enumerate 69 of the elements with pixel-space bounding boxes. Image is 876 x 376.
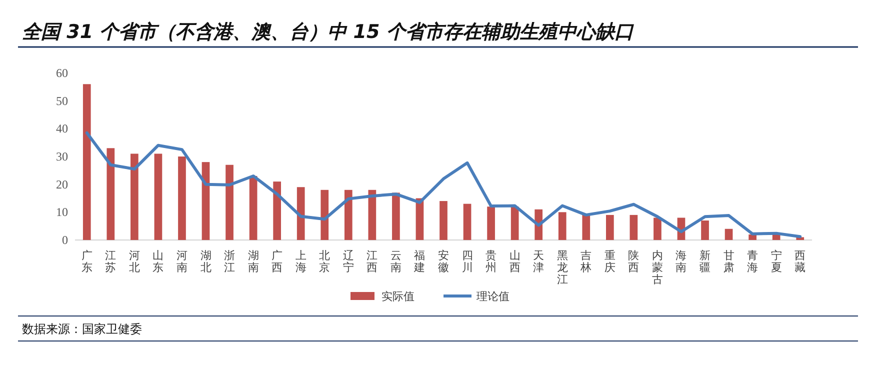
x-tick-label: 贵州 [486,249,497,274]
x-tick-label: 上海 [295,249,306,274]
x-tick-label: 四川 [462,249,473,274]
x-tick-label: 江西 [366,249,378,274]
bar [487,206,495,240]
bar [178,156,186,240]
bar [226,164,234,240]
x-tick-label: 重庆 [604,249,616,274]
x-tick-label: 吉林 [580,249,592,274]
y-tick-label: 60 [56,66,68,80]
chart-title: 全国 31 个省市（不含港、澳、台）中 15 个省市存在辅助生殖中心缺口 [22,21,634,43]
x-tick-label: 山西 [509,249,520,274]
bar [320,190,329,240]
bar [130,154,138,240]
bar [558,212,566,240]
bar [582,214,590,240]
x-tick-label: 安徽 [438,249,449,274]
x-tick-label: 北京 [319,249,330,274]
x-tick-label: 河北 [128,249,140,274]
y-tick-label: 10 [56,205,68,220]
x-tick-label: 新疆 [700,249,711,274]
y-tick-label: 40 [56,122,68,136]
x-tick-label: 天津 [533,249,544,274]
x-tick-label: 青海 [747,249,758,274]
bar [772,234,780,240]
bar [344,190,352,240]
x-tick-label: 云南 [390,249,402,274]
y-tick-label: 30 [56,150,68,164]
bar [273,182,282,240]
x-tick-label: 湖北 [200,249,212,274]
x-tick-label: 海南 [676,249,687,274]
line-series [85,131,802,238]
x-tick-label: 福建 [413,249,426,274]
x-tick-label: 湖南 [248,249,259,274]
x-tick-label: 内蒙古 [652,249,663,286]
y-tick-label: 20 [56,177,68,192]
x-tick-label: 陕西 [628,249,640,274]
x-tick-label: 辽宁 [342,249,354,274]
bar [154,154,162,240]
x-tick-label: 山东 [152,249,164,274]
x-tick-label: 河南 [176,249,188,274]
x-tick-label: 甘肃 [723,249,734,274]
bar [630,214,638,240]
bar [701,220,709,240]
x-tick-label: 广西 [272,249,283,274]
x-tick-label: 黑龙江 [556,249,568,286]
legend-label: 理论值 [476,290,510,303]
bar [510,206,519,240]
bar [82,84,91,240]
x-tick-label: 西藏 [794,249,806,274]
source-note: 数据来源：国家卫健委 [22,322,142,336]
bar [249,176,258,240]
x-tick-label: 浙江 [224,249,236,274]
x-tick-label: 广东 [81,249,92,274]
y-tick-label: 0 [62,233,68,247]
legend-label: 实际值 [382,290,414,303]
x-tick-label: 宁夏 [770,249,782,274]
bar [463,204,472,240]
bar [368,190,376,240]
bar [296,187,305,240]
bar [606,214,614,240]
bar [202,162,210,240]
bar [106,148,115,240]
bar [724,228,733,240]
x-tick-label: 江苏 [105,249,116,274]
bar [654,218,662,240]
y-tick-label: 50 [56,94,68,108]
bar [392,192,400,240]
bar [440,201,448,240]
